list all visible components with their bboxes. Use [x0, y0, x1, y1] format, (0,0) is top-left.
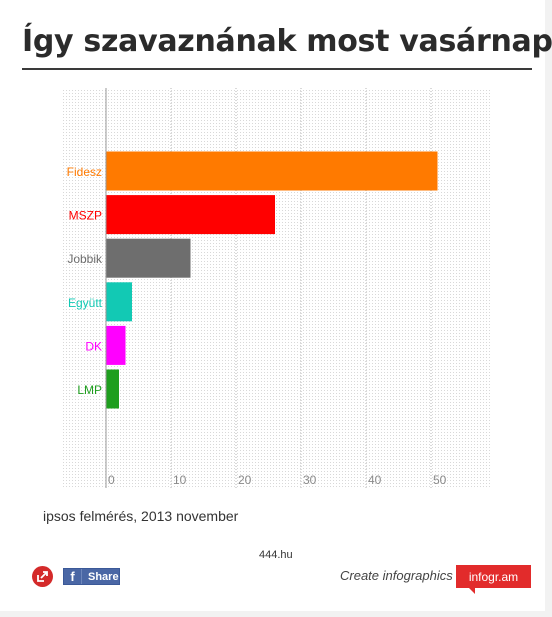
facebook-share-button[interactable]: f Share — [63, 568, 120, 585]
bar[interactable] — [106, 369, 120, 409]
chart-title: Így szavaznának most vasárnap — [22, 24, 552, 59]
category-label: MSZP — [69, 209, 102, 223]
bar[interactable] — [106, 325, 126, 365]
arrow-out-icon — [37, 571, 48, 582]
category-label: Fidesz — [67, 165, 102, 179]
bar[interactable] — [106, 238, 191, 278]
category-label: Együtt — [68, 296, 103, 310]
site-credit: 444.hu — [259, 549, 293, 561]
share-label: Share — [88, 570, 119, 583]
bar[interactable] — [106, 195, 276, 235]
source-note: ipsos felmérés, 2013 november — [43, 508, 239, 524]
x-tick-label: 10 — [173, 473, 187, 487]
x-tick-label: 20 — [238, 473, 252, 487]
infogram-brand-link[interactable]: infogr.am — [456, 565, 531, 588]
x-tick-label: 30 — [303, 473, 317, 487]
bar[interactable] — [106, 151, 438, 191]
category-label: Jobbik — [67, 252, 103, 266]
category-label: LMP — [77, 383, 102, 397]
x-tick-label: 40 — [368, 473, 382, 487]
create-infographics-link[interactable]: Create infographics — [340, 568, 453, 583]
category-label: DK — [85, 339, 102, 353]
x-tick-label: 0 — [108, 473, 115, 487]
brand-flag-tail — [468, 587, 475, 594]
x-tick-label: 50 — [433, 473, 447, 487]
facebook-icon: f — [64, 569, 82, 584]
title-underline — [22, 68, 532, 70]
bar[interactable] — [106, 282, 133, 322]
bar-chart-svg: Fidesz MSZP Jobbik Együtt DK LMP 0 10 20 30 40 50 — [63, 88, 491, 488]
infogram-share-icon[interactable] — [32, 566, 53, 587]
